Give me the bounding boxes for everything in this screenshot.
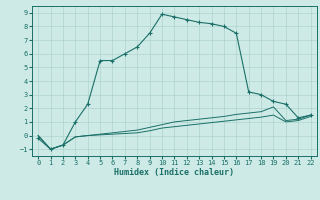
X-axis label: Humidex (Indice chaleur): Humidex (Indice chaleur) — [115, 168, 234, 177]
